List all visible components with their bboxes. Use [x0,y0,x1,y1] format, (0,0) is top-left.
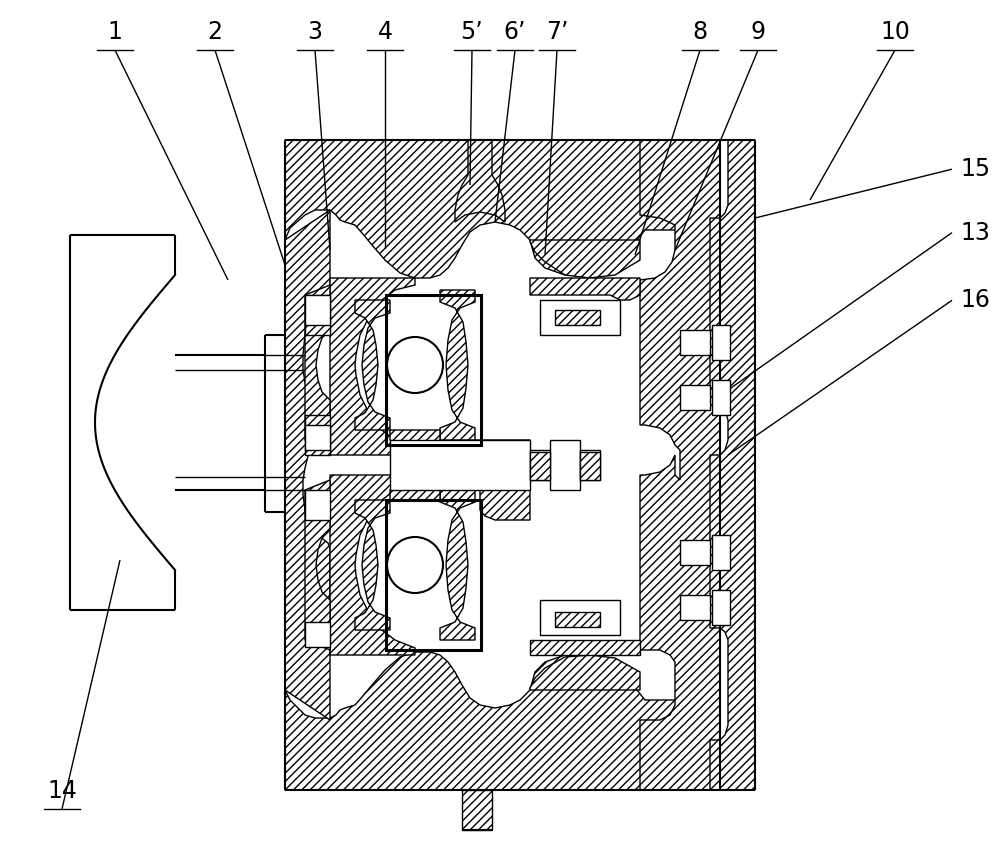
Text: 16: 16 [960,288,990,312]
Bar [540,600,620,635]
Bar [530,452,550,480]
Polygon shape [530,655,640,690]
Text: 14: 14 [47,779,77,803]
Polygon shape [530,278,640,300]
Bar [540,300,620,335]
Text: 8: 8 [692,20,708,44]
Polygon shape [285,652,720,790]
Polygon shape [285,210,330,720]
Bar [680,595,710,620]
Polygon shape [475,440,530,520]
Polygon shape [355,300,390,430]
Text: 3: 3 [308,20,322,44]
Circle shape [387,337,443,393]
Polygon shape [640,140,720,790]
Polygon shape [530,640,640,655]
Bar [550,440,580,490]
Bar [305,622,330,647]
Bar [305,415,330,455]
Text: 4: 4 [378,20,392,44]
Text: 2: 2 [208,20,222,44]
Text: 5’: 5’ [461,20,483,44]
Text: 7’: 7’ [546,20,568,44]
Text: 9: 9 [750,20,766,44]
Polygon shape [440,490,475,640]
Polygon shape [390,483,440,500]
Text: 15: 15 [960,157,990,181]
Bar [680,540,710,565]
Polygon shape [455,140,505,222]
Text: 1: 1 [108,20,122,44]
Bar [305,295,330,325]
Bar [680,330,710,355]
Bar [305,425,330,450]
Polygon shape [462,790,492,830]
Bar [555,310,600,325]
Polygon shape [285,140,720,278]
Bar [390,440,530,490]
Polygon shape [390,430,440,447]
Polygon shape [330,475,415,655]
Polygon shape [530,240,640,278]
Bar [712,380,730,415]
Bar [530,450,550,480]
Bar [305,490,330,520]
Bar [712,325,730,360]
Bar [555,612,600,627]
Polygon shape [305,480,330,650]
Bar [680,385,710,410]
Text: 6’: 6’ [504,20,526,44]
Circle shape [387,537,443,593]
Polygon shape [305,285,330,450]
Polygon shape [710,140,755,790]
Polygon shape [330,278,415,455]
Bar [386,295,481,445]
Text: 10: 10 [880,20,910,44]
Bar [386,500,481,650]
Bar [712,535,730,570]
Bar [305,295,330,335]
Polygon shape [355,500,390,630]
Bar [712,590,730,625]
Text: 13: 13 [960,221,990,244]
Bar [580,452,600,480]
Polygon shape [440,290,475,440]
Bar [580,450,600,480]
